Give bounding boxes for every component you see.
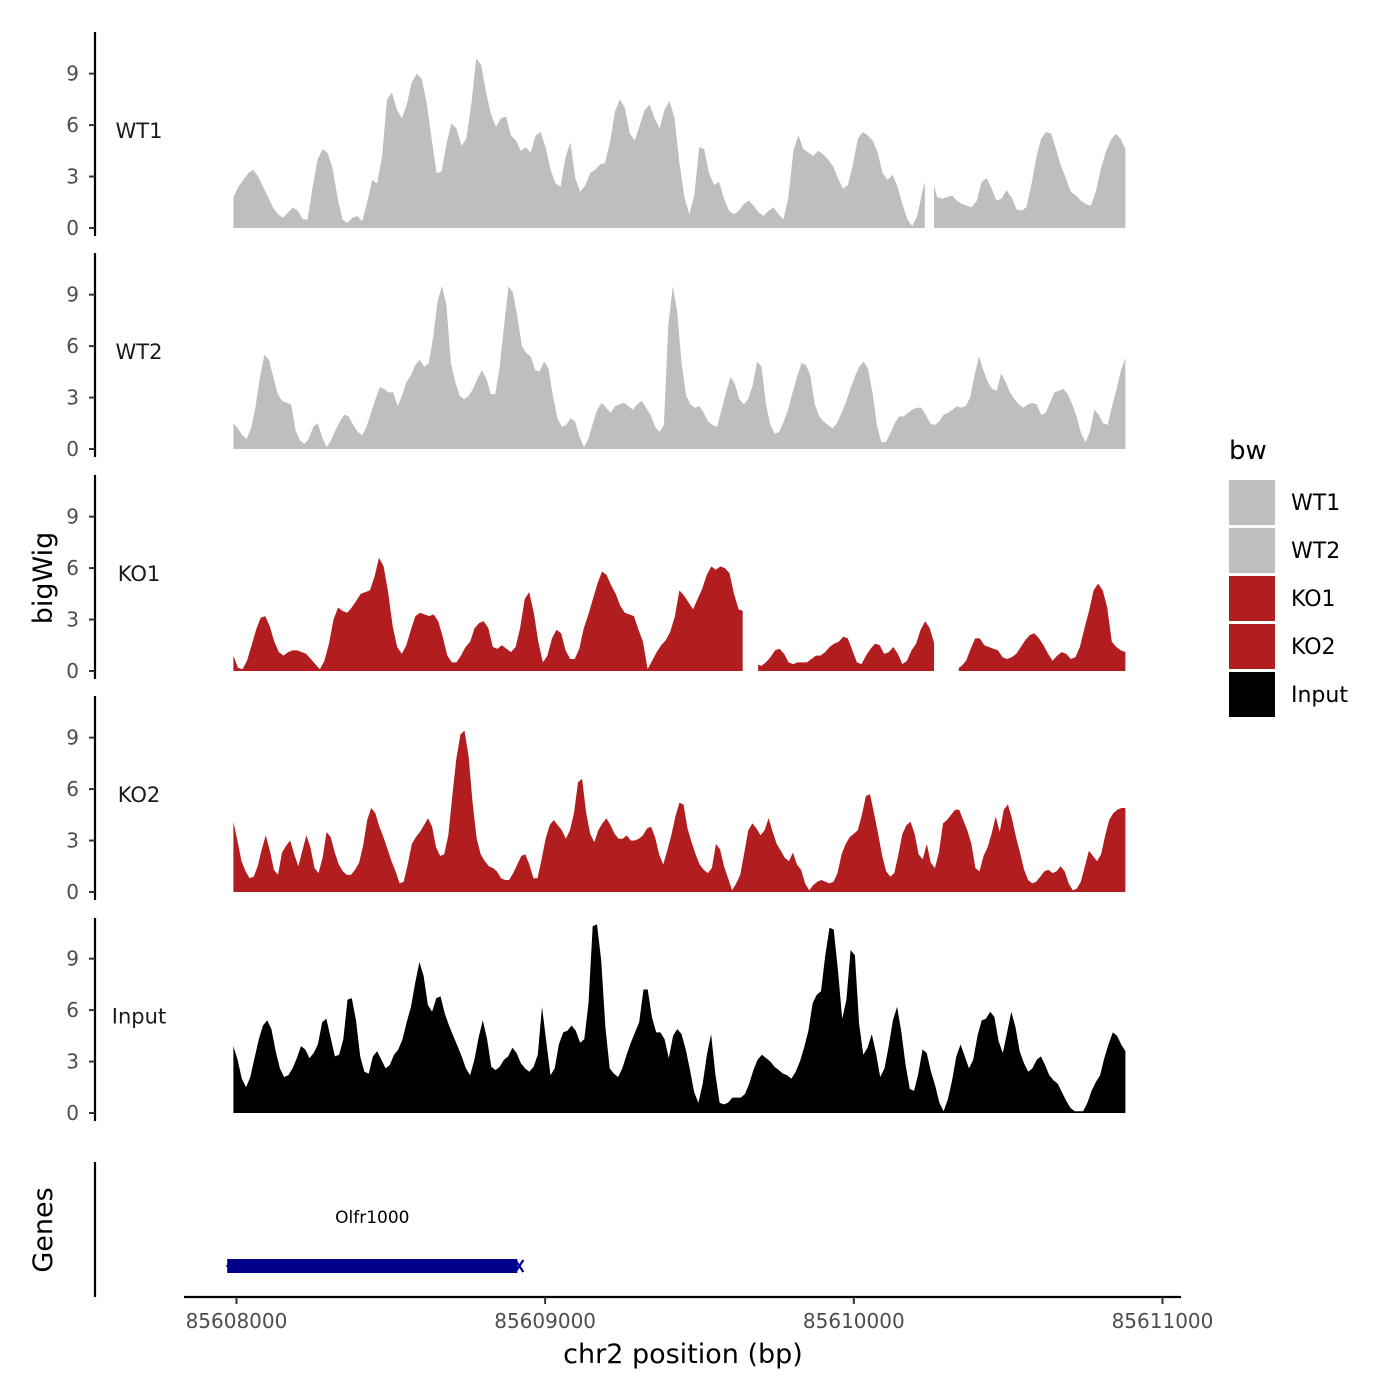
- y-tick-label: 9: [66, 505, 79, 529]
- legend-swatch: [1229, 672, 1275, 717]
- y-tick-label: 0: [66, 1101, 79, 1125]
- y-tick-label: 6: [66, 113, 79, 137]
- legend-label: KO2: [1291, 635, 1336, 660]
- genes-panel-label: Genes: [28, 1187, 59, 1272]
- legend-label: KO1: [1291, 587, 1336, 612]
- x-tick-label: 85609000: [494, 1309, 596, 1333]
- y-tick-label: 3: [66, 1050, 79, 1074]
- coverage-area: [233, 58, 1126, 229]
- gene-label: Olfr1000: [335, 1208, 409, 1228]
- x-tick-label: 85608000: [186, 1309, 288, 1333]
- x-tick-label: 85611000: [1112, 1309, 1214, 1333]
- track-label: KO1: [118, 562, 161, 586]
- track-label: WT2: [116, 340, 163, 364]
- coverage-gap: [924, 32, 935, 229]
- y-tick-label: 9: [66, 947, 79, 971]
- coverage-area: [233, 286, 1126, 449]
- track-ko1: 0 3 6 9 KO1: [66, 475, 1126, 683]
- genes-panel: Olfr1000: [93, 1162, 525, 1297]
- track-input: 0 3 6 9 Input: [66, 918, 1126, 1125]
- y-tick-label: 9: [66, 62, 79, 86]
- y-tick-label: 3: [66, 386, 79, 410]
- legend-title: bw: [1229, 436, 1267, 466]
- track-ko2: 0 3 6 9 KO2: [66, 696, 1126, 904]
- gene-olfr1000: Olfr1000: [225, 1208, 525, 1273]
- track-wt1: 0 3 6 9 WT1: [66, 32, 1126, 240]
- legend-item-wt2: WT2: [1229, 528, 1340, 573]
- legend-swatch: [1229, 576, 1275, 621]
- y-tick-label: 6: [66, 998, 79, 1022]
- x-axis-title: chr2 position (bp): [563, 1339, 803, 1370]
- coverage-area: [233, 730, 1126, 892]
- y-tick-label: 0: [66, 216, 79, 240]
- track-label: KO2: [118, 783, 161, 807]
- track-label: Input: [112, 1005, 166, 1029]
- y-tick-label: 0: [66, 437, 79, 461]
- y-tick-label: 0: [66, 880, 79, 904]
- legend-item-wt1: WT1: [1229, 480, 1340, 525]
- y-tick-label: 6: [66, 556, 79, 580]
- legend-label: Input: [1291, 683, 1348, 708]
- legend-swatch: [1229, 480, 1275, 525]
- legend-item-ko1: KO1: [1229, 576, 1336, 621]
- gene-body: [227, 1259, 518, 1273]
- y-tick-label: 6: [66, 777, 79, 801]
- legend-swatch: [1229, 624, 1275, 669]
- y-tick-label: 3: [66, 165, 79, 189]
- x-axis: 85608000 85609000 85610000 85611000: [184, 1295, 1214, 1333]
- track-label: WT1: [116, 119, 163, 143]
- legend-label: WT2: [1291, 539, 1340, 564]
- y-tick-label: 0: [66, 659, 79, 683]
- legend-item-input: Input: [1229, 672, 1348, 717]
- y-tick-label: 9: [66, 283, 79, 307]
- y-tick-label: 6: [66, 334, 79, 358]
- legend-swatch: [1229, 528, 1275, 573]
- coverage-area: [233, 924, 1126, 1113]
- legend: bw WT1 WT2 KO1 KO2 Input: [1229, 436, 1348, 717]
- coverage-gap: [934, 475, 959, 672]
- y-axis-title: bigWig: [28, 532, 59, 625]
- coverage-gap: [742, 475, 759, 672]
- track-wt2: 0 3 6 9 WT2: [66, 253, 1126, 461]
- y-tick-label: 3: [66, 829, 79, 853]
- tracks-layer: 0 3 6 9 WT1 0 3 6 9 WT2 0 3 6 9 KO1 0 3 6 9 KO2 0 3 6 9 Input: [66, 32, 1126, 1125]
- legend-item-ko2: KO2: [1229, 624, 1336, 669]
- y-tick-label: 3: [66, 608, 79, 632]
- y-tick-label: 9: [66, 726, 79, 750]
- gene-end-marker-icon: [514, 1259, 525, 1273]
- x-tick-label: 85610000: [803, 1309, 905, 1333]
- coverage-area: [233, 557, 1126, 671]
- legend-label: WT1: [1291, 491, 1340, 516]
- strand-arrow-icon: [225, 1259, 234, 1273]
